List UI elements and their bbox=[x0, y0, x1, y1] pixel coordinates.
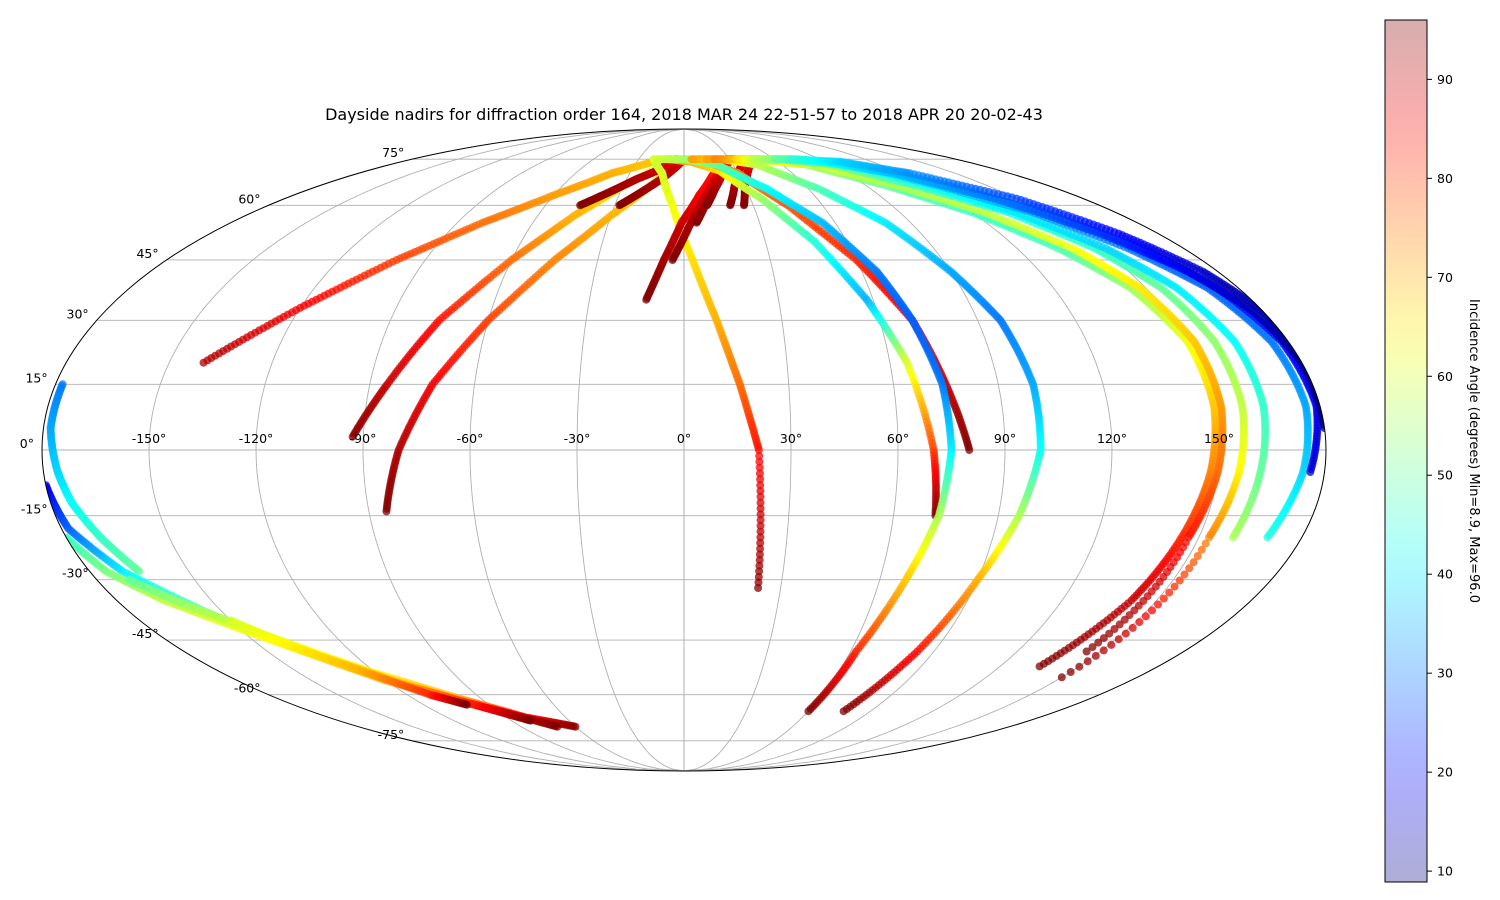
nadir-point bbox=[1091, 651, 1100, 660]
nadir-point bbox=[1114, 635, 1123, 644]
nadir-point bbox=[756, 544, 765, 553]
nadir-point bbox=[756, 487, 765, 495]
map-plot-area: -150° -120° -90° -60° -30° 0° 30° 60° 90° 120° 150… bbox=[20, 128, 1327, 772]
nadir-point bbox=[1099, 646, 1108, 655]
nadir-track bbox=[740, 155, 1312, 542]
nadir-point bbox=[756, 516, 765, 525]
nadir-point bbox=[756, 539, 765, 547]
nadir-point bbox=[1159, 594, 1168, 603]
nadir-point bbox=[1057, 673, 1066, 682]
nadir-point bbox=[756, 510, 765, 519]
nadir-point bbox=[754, 446, 763, 454]
nadir-track bbox=[382, 157, 681, 516]
nadir-point bbox=[839, 707, 848, 716]
nadir-point bbox=[755, 469, 764, 478]
nadir-point bbox=[756, 492, 765, 501]
nadir-point bbox=[1263, 533, 1272, 542]
nadir-point bbox=[1083, 657, 1092, 666]
nadir-point bbox=[965, 446, 974, 454]
nadir-point bbox=[1135, 618, 1144, 627]
nadir-point bbox=[756, 475, 765, 484]
nadir-point bbox=[755, 550, 764, 559]
chart-title: Dayside nadirs for diffraction order 164… bbox=[325, 105, 1043, 124]
nadir-point bbox=[571, 722, 580, 731]
nadir-track bbox=[785, 155, 1326, 432]
nadir-point bbox=[1107, 640, 1116, 649]
nadir-point bbox=[755, 451, 764, 460]
nadir-point bbox=[1229, 533, 1238, 542]
nadir-point bbox=[755, 457, 764, 466]
nadir-track bbox=[199, 155, 681, 367]
nadir-point bbox=[135, 567, 144, 576]
nadir-point bbox=[1148, 606, 1156, 615]
nadir-point bbox=[1154, 600, 1162, 609]
nadir-point bbox=[756, 504, 765, 513]
nadir-point bbox=[755, 463, 764, 472]
nadir-track bbox=[687, 155, 1045, 716]
nadir-point bbox=[1066, 668, 1075, 676]
nadir-point bbox=[1175, 576, 1184, 585]
nadir-point bbox=[756, 521, 765, 530]
nadir-point bbox=[1141, 612, 1150, 621]
nadir-point bbox=[1170, 582, 1179, 591]
nadir-point bbox=[1075, 662, 1084, 671]
nadir-point bbox=[1165, 588, 1174, 597]
nadir-point bbox=[1035, 662, 1044, 671]
nadir-point bbox=[756, 498, 765, 507]
nadir-track bbox=[649, 155, 765, 592]
nadir-point bbox=[756, 481, 765, 490]
nadir-point bbox=[756, 533, 765, 542]
nadir-point bbox=[1082, 647, 1091, 656]
nadir-point bbox=[754, 584, 763, 592]
nadir-point bbox=[756, 527, 765, 536]
nadir-point bbox=[1121, 629, 1130, 638]
nadir-tracks bbox=[42, 155, 1326, 731]
nadir-point bbox=[804, 707, 813, 716]
nadir-point bbox=[1306, 468, 1315, 476]
nadir-point bbox=[1128, 623, 1137, 632]
